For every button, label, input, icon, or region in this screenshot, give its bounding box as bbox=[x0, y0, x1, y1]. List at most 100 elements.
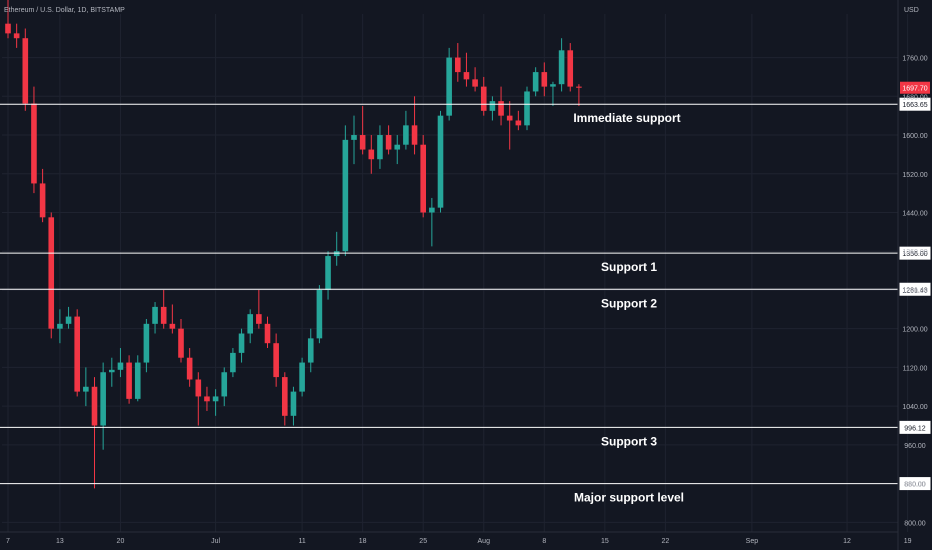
candle bbox=[429, 197, 435, 247]
candle bbox=[515, 110, 522, 131]
candle-body bbox=[126, 362, 132, 399]
price-tag-bg bbox=[899, 477, 931, 491]
candle bbox=[57, 309, 63, 344]
x-tick-label: 19 bbox=[904, 538, 912, 545]
candle bbox=[368, 135, 375, 174]
y-tick-label: 1600.00 bbox=[902, 133, 927, 140]
x-tick-label: 22 bbox=[662, 538, 670, 545]
candle-body bbox=[238, 333, 245, 353]
support-label: Support 3 bbox=[601, 434, 657, 448]
y-tick-label: 1440.00 bbox=[902, 210, 927, 217]
candle bbox=[91, 377, 98, 489]
candle-body bbox=[5, 23, 11, 34]
candle-body bbox=[437, 115, 444, 208]
candle-body bbox=[558, 50, 565, 85]
candle-body bbox=[256, 314, 262, 324]
candle-body bbox=[169, 323, 176, 329]
price-tag-text: 1356.00 bbox=[902, 251, 927, 258]
candle bbox=[126, 355, 132, 404]
candle bbox=[212, 389, 219, 416]
candle bbox=[100, 362, 106, 450]
candle bbox=[152, 302, 158, 334]
candle-body bbox=[83, 386, 89, 392]
candle-body bbox=[178, 328, 184, 358]
candle bbox=[524, 86, 530, 131]
candle-body bbox=[57, 323, 63, 329]
candle bbox=[342, 125, 349, 257]
candle-body bbox=[524, 91, 530, 126]
candle bbox=[221, 367, 228, 407]
candle bbox=[498, 86, 504, 126]
candle bbox=[463, 52, 470, 87]
candle bbox=[74, 309, 80, 397]
x-tick-label: 12 bbox=[843, 538, 851, 545]
candle bbox=[411, 96, 418, 155]
candle-body bbox=[351, 135, 357, 140]
candle bbox=[359, 105, 366, 155]
candle bbox=[22, 28, 29, 111]
candle-body bbox=[48, 217, 55, 329]
candle bbox=[506, 101, 513, 150]
support-level: Support 3 996.12 bbox=[0, 420, 931, 448]
y-tick-label: 1040.00 bbox=[902, 404, 927, 411]
candle-body bbox=[100, 372, 106, 426]
candle bbox=[48, 212, 55, 339]
candle-body bbox=[22, 38, 29, 104]
candle bbox=[178, 318, 184, 363]
x-tick-label: 8 bbox=[542, 538, 546, 545]
candle-body bbox=[480, 86, 487, 111]
candle-body bbox=[489, 101, 496, 111]
y-tick-label: 1680.00 bbox=[902, 94, 927, 101]
candle-body bbox=[204, 396, 210, 402]
x-tick-label: 25 bbox=[419, 538, 427, 545]
candle bbox=[290, 386, 297, 426]
candle-body bbox=[385, 135, 392, 150]
candle-body bbox=[221, 372, 228, 397]
candle bbox=[377, 125, 383, 169]
candle-body bbox=[299, 362, 305, 392]
price-tag-bg bbox=[899, 97, 931, 111]
candle bbox=[230, 348, 236, 378]
candle-body bbox=[342, 139, 349, 252]
candle bbox=[541, 62, 548, 97]
y-tick-label: 1200.00 bbox=[902, 327, 927, 334]
candle bbox=[83, 367, 89, 407]
candle bbox=[455, 43, 461, 82]
last-price-bg bbox=[900, 81, 930, 94]
support-price-tag: 880.00 bbox=[899, 477, 931, 491]
candle-body bbox=[550, 84, 556, 87]
candle-body bbox=[160, 306, 167, 324]
candle bbox=[446, 47, 452, 121]
price-tag-bg bbox=[899, 420, 931, 434]
candle-body bbox=[91, 386, 98, 426]
currency-label: USD bbox=[904, 7, 919, 14]
support-price-tag: 1281.43 bbox=[899, 282, 931, 296]
x-tick-label: Jul bbox=[211, 538, 220, 545]
support-level: Immediate support 1663.65 bbox=[0, 97, 931, 125]
candle-body bbox=[39, 183, 46, 218]
support-label: Immediate support bbox=[573, 111, 680, 125]
candle bbox=[489, 96, 496, 121]
candle bbox=[480, 76, 487, 116]
candle bbox=[567, 43, 574, 92]
candle-body bbox=[212, 396, 219, 402]
candle bbox=[307, 328, 314, 373]
candle bbox=[403, 110, 409, 150]
support-price-tag: 996.12 bbox=[899, 420, 931, 434]
candle-body bbox=[541, 72, 548, 87]
candle bbox=[472, 67, 478, 92]
candle-body bbox=[65, 316, 72, 324]
candle-body bbox=[273, 343, 279, 378]
price-tag-bg bbox=[899, 246, 931, 260]
candle bbox=[65, 306, 72, 329]
candle bbox=[351, 115, 357, 165]
candle-body bbox=[411, 125, 418, 145]
y-tick-label: 960.00 bbox=[904, 443, 926, 450]
candle-body bbox=[143, 323, 150, 363]
x-tick-label: 11 bbox=[298, 538, 305, 545]
candle bbox=[299, 357, 305, 397]
support-label: Support 1 bbox=[601, 260, 657, 274]
time-axis: 71320Jul111825Aug81522Sep121925Oct bbox=[0, 531, 912, 545]
